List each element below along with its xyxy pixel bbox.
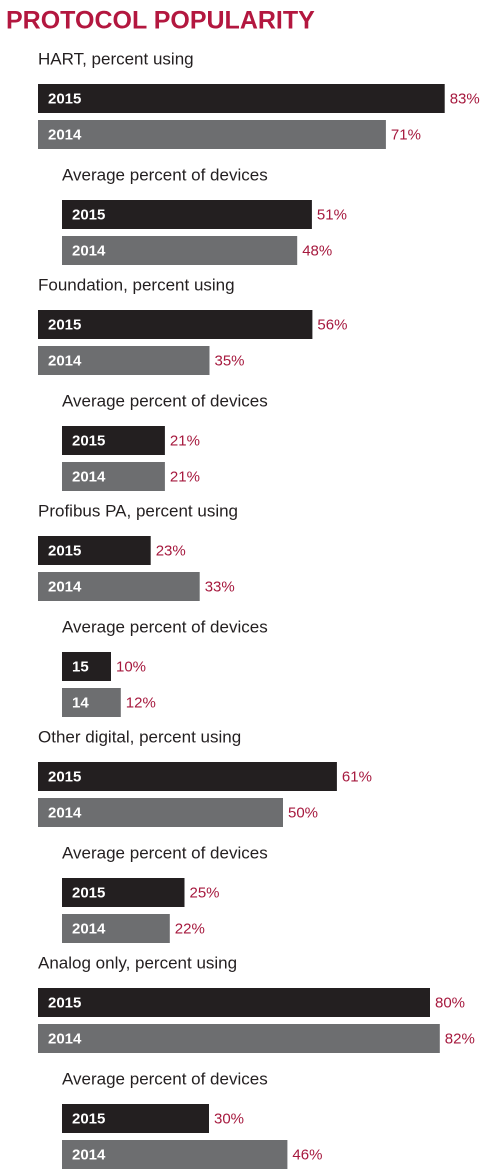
value-label: 12%	[126, 694, 156, 711]
bar	[62, 462, 165, 491]
value-label: 82%	[445, 1030, 475, 1047]
bar	[62, 878, 185, 907]
bar	[62, 914, 170, 943]
bar-category: 2015	[48, 316, 81, 333]
panel-label: Average percent of devices	[62, 1069, 268, 1088]
value-label: 21%	[170, 432, 200, 449]
value-label: 80%	[435, 994, 465, 1011]
bar	[38, 762, 337, 791]
bar	[38, 310, 313, 339]
bar-category: 2014	[48, 578, 82, 595]
bar-category: 2014	[72, 920, 106, 937]
bar-category: 14	[72, 694, 89, 711]
bar	[62, 426, 165, 455]
bar	[62, 652, 111, 681]
value-label: 33%	[205, 578, 235, 595]
value-label: 50%	[288, 804, 318, 821]
bar	[38, 84, 445, 113]
bar-category: 2014	[72, 1146, 106, 1163]
bar	[38, 346, 210, 375]
bar-category: 2015	[72, 1110, 105, 1127]
value-label: 71%	[391, 126, 421, 143]
panel-label: Profibus PA, percent using	[38, 501, 238, 520]
bar-category: 2014	[48, 804, 82, 821]
value-label: 56%	[317, 316, 347, 333]
value-label: 25%	[190, 884, 220, 901]
bar	[38, 120, 386, 149]
bar	[38, 536, 151, 565]
bar	[38, 798, 283, 827]
value-label: 22%	[175, 920, 205, 937]
panel-label: Average percent of devices	[62, 617, 268, 636]
value-label: 83%	[450, 90, 480, 107]
value-label: 35%	[215, 352, 245, 369]
bar-category: 2014	[48, 352, 82, 369]
bar	[38, 1024, 440, 1053]
bar-category: 2015	[72, 884, 105, 901]
value-label: 30%	[214, 1110, 244, 1127]
value-label: 61%	[342, 768, 372, 785]
bar	[62, 1104, 209, 1133]
bar-category: 2014	[72, 242, 106, 259]
chart-title: PROTOCOL POPULARITY	[6, 7, 315, 35]
bar-category: 2014	[48, 126, 82, 143]
panel-label: Foundation, percent using	[38, 275, 235, 294]
panel-label: Average percent of devices	[62, 391, 268, 410]
value-label: 48%	[302, 242, 332, 259]
panel-label: Average percent of devices	[62, 843, 268, 862]
bar-category: 2015	[48, 994, 81, 1011]
panel-label: HART, percent using	[38, 49, 194, 68]
bar	[62, 1140, 288, 1169]
bar-category: 2015	[72, 206, 105, 223]
bar	[38, 988, 430, 1017]
value-label: 10%	[116, 658, 146, 675]
value-label: 51%	[317, 206, 347, 223]
bar-category: 2015	[48, 542, 81, 559]
bar	[38, 572, 200, 601]
bar	[62, 688, 121, 717]
bar-category: 15	[72, 658, 89, 675]
bar	[62, 200, 312, 229]
panel-label: Other digital, percent using	[38, 727, 241, 746]
bar	[62, 236, 298, 265]
value-label: 23%	[156, 542, 186, 559]
bar-category: 2015	[48, 90, 81, 107]
bar-category: 2015	[72, 432, 105, 449]
bar-category: 2014	[72, 468, 106, 485]
value-label: 46%	[292, 1146, 322, 1163]
bar-category: 2015	[48, 768, 81, 785]
value-label: 21%	[170, 468, 200, 485]
panel-label: Average percent of devices	[62, 165, 268, 184]
panel-label: Analog only, percent using	[38, 953, 237, 972]
bar-category: 2014	[48, 1030, 82, 1047]
